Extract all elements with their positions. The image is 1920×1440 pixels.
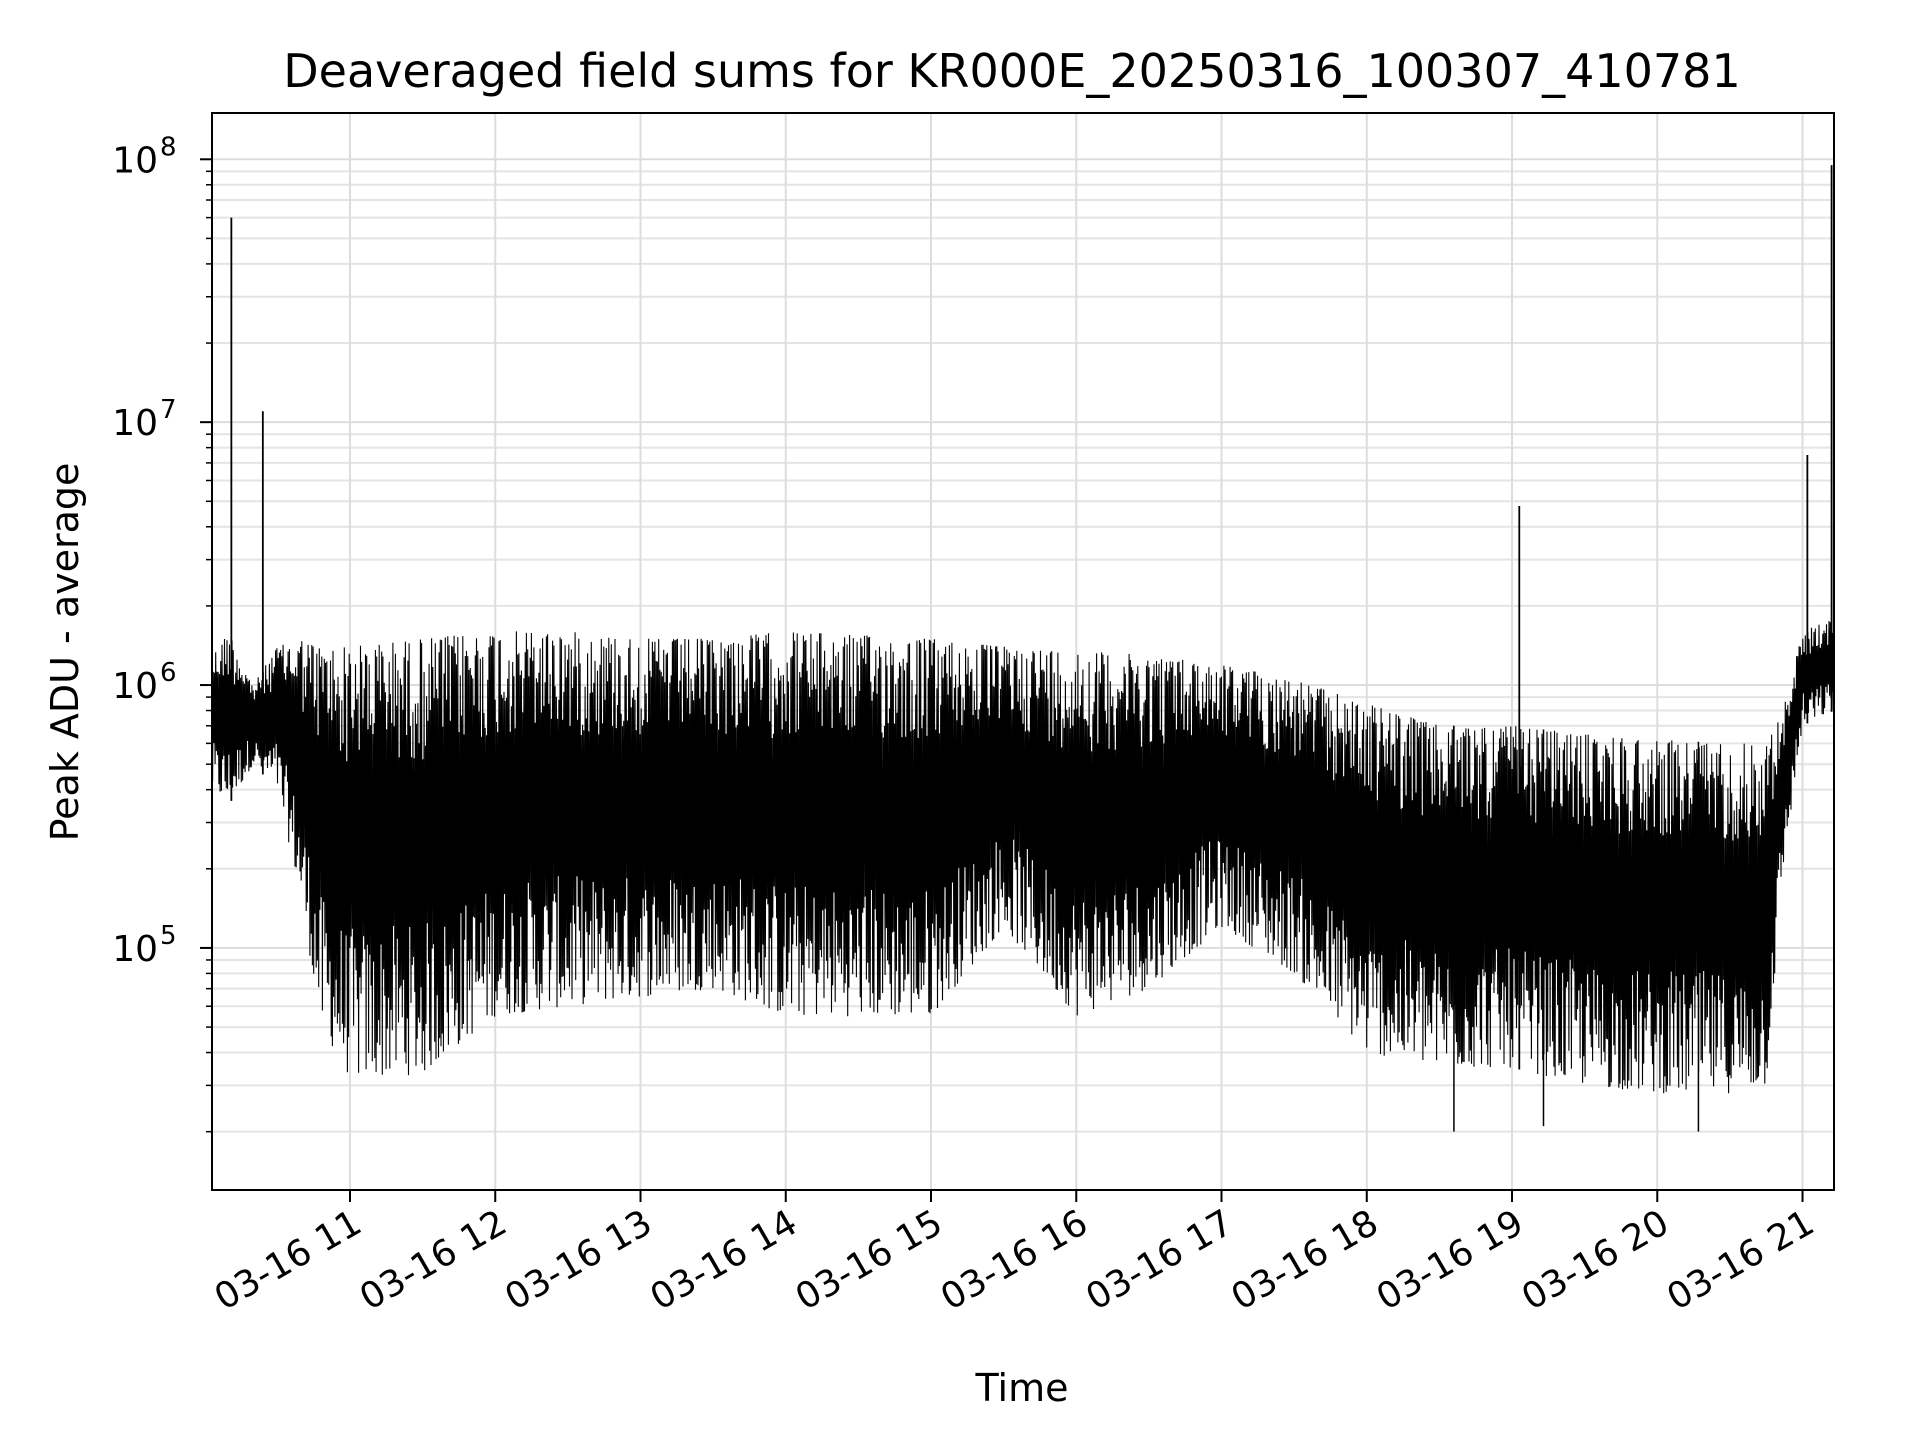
- series-layer: [211, 165, 1835, 1132]
- plot-frame: [211, 112, 1835, 1191]
- y-tick-label: 10: [112, 140, 158, 181]
- chart-title: Deaveraged field sums for KR000E_2025031…: [283, 44, 1740, 98]
- y-axis-label: Peak ADU - average: [43, 463, 87, 842]
- y-tick-label: 10: [112, 666, 158, 707]
- series-line: [211, 619, 1835, 1094]
- x-axis-label: Time: [975, 1366, 1069, 1410]
- y-tick-exponent: 5: [160, 921, 177, 951]
- y-tick-exponent: 8: [160, 132, 177, 162]
- y-tick-label: 10: [112, 403, 158, 444]
- y-tick-label: 10: [112, 929, 158, 970]
- y-tick-exponent: 6: [160, 658, 177, 688]
- y-tick-exponent: 7: [160, 395, 177, 425]
